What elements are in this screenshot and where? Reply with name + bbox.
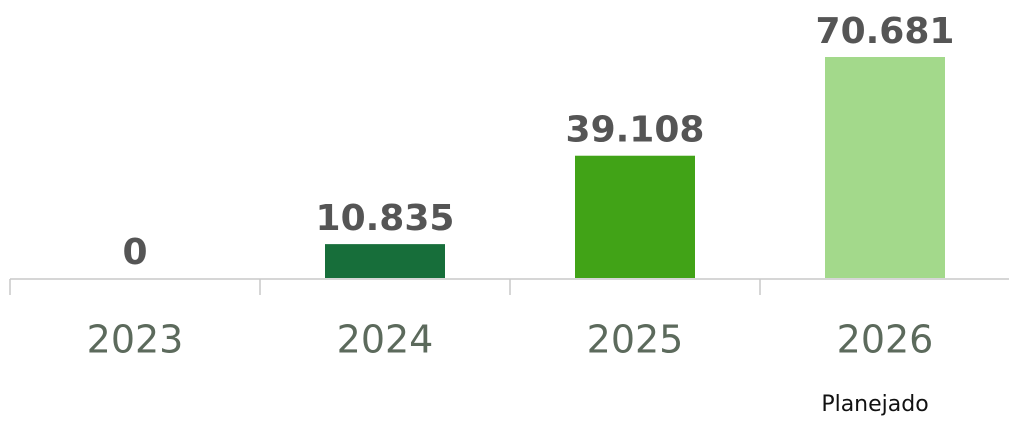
annotation: Planejado	[821, 392, 928, 417]
x-tick-label: 2024	[337, 318, 434, 362]
bar	[325, 244, 445, 278]
bar	[575, 155, 695, 278]
value-label: 70.681	[816, 11, 955, 52]
value-label: 10.835	[316, 198, 455, 239]
bar	[825, 57, 945, 278]
x-tick-label: 2026	[837, 318, 934, 362]
x-tick-label: 2025	[587, 318, 684, 362]
value-label: 39.108	[566, 110, 705, 151]
x-tick-label: 2023	[87, 318, 184, 362]
value-label: 0	[122, 232, 147, 273]
